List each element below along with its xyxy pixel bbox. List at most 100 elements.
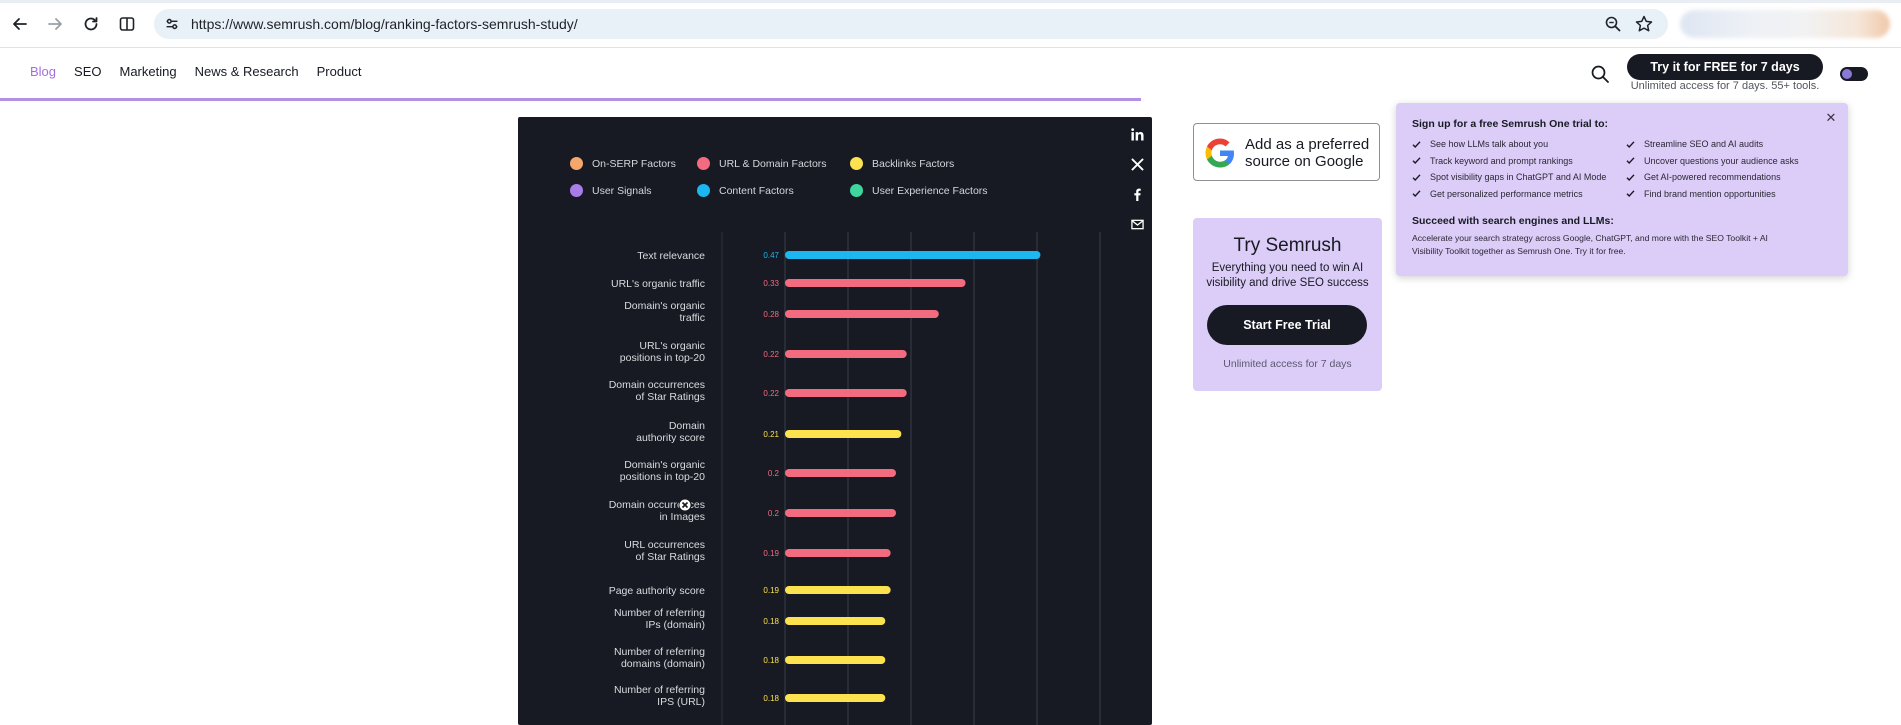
data-label: 0.18 bbox=[763, 656, 779, 665]
category-label: of Star Ratings bbox=[636, 391, 705, 403]
legend-label: User Experience Factors bbox=[872, 184, 988, 197]
check-icon bbox=[1412, 157, 1421, 165]
try-free-button[interactable]: Try it for FREE for 7 days bbox=[1627, 54, 1823, 80]
tab-strip-edge bbox=[0, 0, 1901, 3]
category-label: URL's organic traffic bbox=[611, 278, 705, 290]
reload-icon bbox=[84, 17, 98, 31]
google-source-text: Add as a preferred source on Google bbox=[1245, 136, 1377, 170]
data-label: 0.28 bbox=[763, 310, 779, 319]
google-preferred-source-button[interactable]: Add as a preferred source on Google bbox=[1193, 123, 1380, 181]
popover-body: Accelerate your search strategy across G… bbox=[1412, 233, 1768, 256]
popover-heading: Sign up for a free Semrush One trial to: bbox=[1412, 118, 1609, 130]
category-label: Number of referring bbox=[614, 607, 705, 619]
legend-swatch bbox=[570, 184, 583, 197]
data-label: 0.18 bbox=[763, 694, 779, 703]
theme-toggle[interactable] bbox=[1840, 67, 1868, 81]
legend-item: User Experience Factors bbox=[850, 184, 988, 197]
arrow-right-icon bbox=[48, 18, 62, 30]
popover-benefit-item: Find brand mention opportunities bbox=[1626, 186, 1799, 203]
signup-popover: ✕ Sign up for a free Semrush One trial t… bbox=[1396, 103, 1848, 276]
nav-item-marketing[interactable]: Marketing bbox=[119, 64, 177, 79]
legend-label: On-SERP Factors bbox=[592, 157, 676, 170]
url-text[interactable]: https://www.semrush.com/blog/ranking-fac… bbox=[191, 16, 578, 32]
popover-benefit-item: See how LLMs talk about you bbox=[1412, 136, 1606, 153]
popover-benefit-text: Get personalized performance metrics bbox=[1430, 188, 1583, 199]
category-label: Domain's organic bbox=[624, 300, 705, 312]
check-icon bbox=[1626, 141, 1635, 148]
legend-item: URL & Domain Factors bbox=[697, 157, 827, 170]
nav-item-blog[interactable]: Blog bbox=[30, 64, 57, 79]
google-source-line1: Add as a preferred bbox=[1245, 136, 1370, 153]
back-button[interactable] bbox=[8, 12, 32, 36]
data-label: 0.2 bbox=[768, 509, 780, 518]
ranking-factors-chart: 0.47 Text relevance 0.33 URL's organic traf… bbox=[518, 117, 1152, 725]
split-view-icon bbox=[119, 17, 135, 31]
site-settings-icon[interactable] bbox=[162, 14, 182, 34]
reload-button[interactable] bbox=[79, 12, 103, 36]
category-label: Page authority score bbox=[609, 585, 705, 597]
profile-area[interactable] bbox=[1680, 10, 1890, 38]
category-label: Domain's organic bbox=[624, 459, 705, 471]
popover-benefit-text: Uncover questions your audience asks bbox=[1644, 155, 1799, 166]
try-semrush-card: Try Semrush Everything you need to win A… bbox=[1193, 218, 1382, 391]
x-icon[interactable] bbox=[1130, 157, 1144, 171]
check-icon bbox=[1626, 190, 1635, 198]
popover-benefits-left: See how LLMs talk about you Track keyword… bbox=[1412, 136, 1606, 202]
legend-swatch bbox=[697, 157, 710, 170]
try-card-title: Try Semrush bbox=[1233, 235, 1342, 256]
category-label: positions in top-20 bbox=[620, 471, 705, 483]
legend-swatch bbox=[697, 184, 710, 197]
legend-item: Content Factors bbox=[697, 184, 794, 197]
legend-swatch bbox=[570, 157, 583, 170]
category-label: Number of referring bbox=[614, 684, 705, 696]
legend-label: User Signals bbox=[592, 184, 652, 197]
forward-button[interactable] bbox=[43, 12, 67, 36]
nav-item-news-research[interactable]: News & Research bbox=[194, 64, 299, 79]
category-label: positions in top-20 bbox=[620, 352, 705, 364]
category-label: Domain occurrences bbox=[609, 379, 705, 391]
data-label: 0.22 bbox=[763, 389, 779, 398]
check-icon bbox=[1412, 190, 1421, 198]
legend-label: URL & Domain Factors bbox=[719, 157, 827, 170]
zoom-icon[interactable] bbox=[1604, 15, 1622, 33]
search-icon[interactable] bbox=[1590, 64, 1610, 84]
facebook-icon[interactable] bbox=[1130, 187, 1144, 201]
try-free-subtext: Unlimited access for 7 days. 55+ tools. bbox=[1630, 80, 1820, 92]
check-icon bbox=[1412, 174, 1421, 181]
popover-benefit-item: Streamline SEO and AI audits bbox=[1626, 136, 1799, 153]
linkedin-icon[interactable] bbox=[1130, 127, 1144, 141]
address-bar[interactable]: https://www.semrush.com/blog/ranking-fac… bbox=[154, 9, 1668, 39]
data-label: 0.19 bbox=[763, 586, 779, 595]
split-view-button[interactable] bbox=[115, 12, 139, 36]
check-icon bbox=[1412, 141, 1421, 148]
popover-benefit-text: Streamline SEO and AI audits bbox=[1644, 139, 1764, 150]
popover-benefit-item: Spot visibility gaps in ChatGPT and AI M… bbox=[1412, 169, 1606, 186]
data-label: 0.22 bbox=[763, 350, 779, 359]
category-label: traffic bbox=[680, 312, 705, 324]
category-label: IPs (domain) bbox=[645, 619, 705, 631]
category-label: of Star Ratings bbox=[636, 551, 705, 563]
popover-benefit-text: Get AI-powered recommendations bbox=[1644, 172, 1781, 183]
close-icon[interactable]: ✕ bbox=[1825, 110, 1837, 125]
popover-benefit-item: Get personalized performance metrics bbox=[1412, 186, 1606, 203]
site-nav: Blog SEO Marketing News & Research Produ… bbox=[30, 64, 379, 79]
category-label: URL's organic bbox=[639, 340, 705, 352]
try-card-footnote: Unlimited access for 7 days bbox=[1223, 358, 1352, 370]
data-label: 0.33 bbox=[763, 279, 779, 288]
popover-benefit-text: Spot visibility gaps in ChatGPT and AI M… bbox=[1430, 172, 1607, 183]
check-icon bbox=[1626, 157, 1635, 165]
category-label: Text relevance bbox=[637, 250, 705, 262]
moon-icon bbox=[1842, 69, 1852, 79]
nav-item-seo[interactable]: SEO bbox=[74, 64, 102, 79]
arrow-left-icon bbox=[13, 18, 27, 30]
nav-item-product[interactable]: Product bbox=[316, 64, 362, 79]
start-free-trial-button[interactable]: Start Free Trial bbox=[1207, 305, 1367, 345]
google-logo-icon bbox=[1205, 138, 1234, 168]
legend-label: Backlinks Factors bbox=[872, 157, 955, 170]
browser-toolbar: https://www.semrush.com/blog/ranking-fac… bbox=[0, 0, 1901, 48]
try-card-description: Everything you need to win AI visibility… bbox=[1206, 262, 1369, 289]
email-icon[interactable] bbox=[1130, 217, 1144, 231]
legend-item: Backlinks Factors bbox=[850, 157, 954, 170]
bookmark-star-icon[interactable] bbox=[1634, 14, 1654, 34]
popover-benefit-item: Track keyword and prompt rankings bbox=[1412, 153, 1606, 170]
